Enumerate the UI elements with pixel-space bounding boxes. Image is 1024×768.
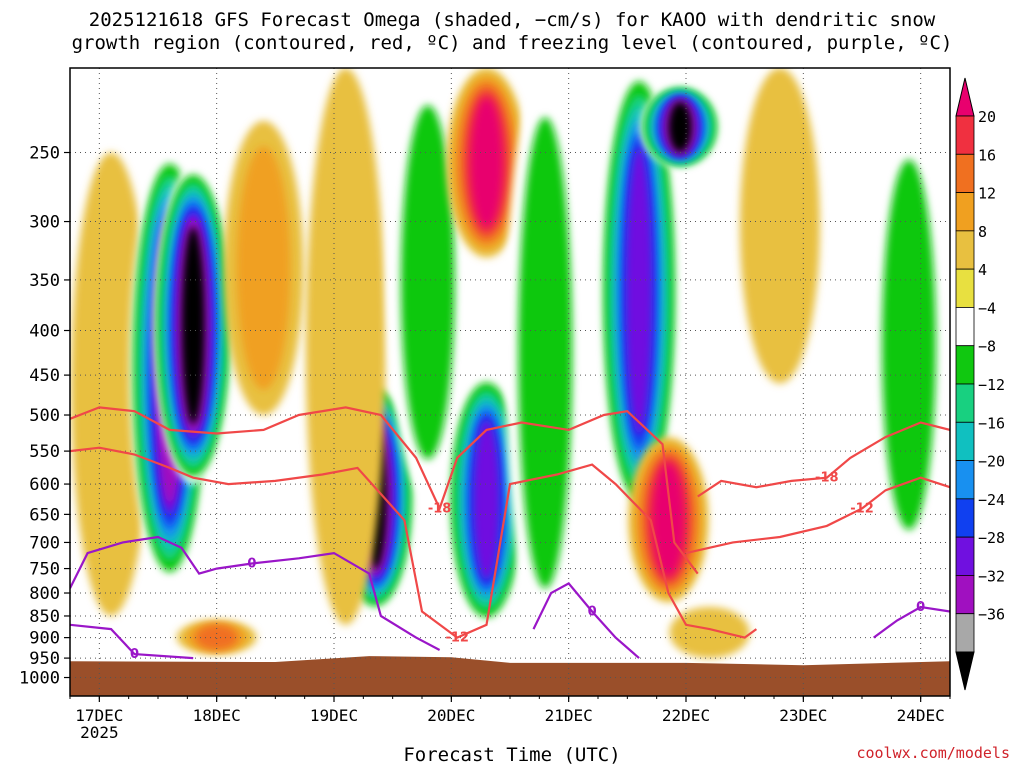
- y-tick-label: 850: [29, 607, 60, 627]
- colorbar-label: 16: [978, 146, 996, 164]
- colorbar-label: −24: [978, 491, 1005, 509]
- x-tick-label: 20DEC: [427, 706, 475, 725]
- y-tick-label: 900: [29, 629, 60, 649]
- y-tick-label: 600: [29, 475, 60, 495]
- omega-cell: [470, 98, 503, 228]
- y-tick-label: 950: [29, 649, 60, 669]
- colorbar-segment: [955, 307, 975, 347]
- omega-cell: [652, 463, 685, 576]
- contour-lines: -18 -12 -18 -12 0 0 0 0: [70, 406, 950, 662]
- dgz-contour: [685, 476, 950, 555]
- colorbar-segment: [955, 575, 975, 615]
- y-tick-label: 400: [29, 322, 60, 342]
- chart-title-line-2: growth region (contoured, red, ºC) and f…: [71, 32, 953, 54]
- colorbar-top-triangle: [955, 77, 975, 117]
- colorbar-segment: [955, 345, 975, 385]
- freezing-contour-label: 0: [916, 600, 925, 615]
- colorbar-label: 12: [978, 185, 996, 203]
- omega-cell: [739, 68, 820, 384]
- y-tick-label: 700: [29, 533, 60, 553]
- colorbar-label: 8: [978, 223, 987, 241]
- omega-cell: [882, 159, 936, 530]
- colorbar-segment: [955, 536, 975, 576]
- x-axis: 17DEC 18DEC 19DEC 20DEC 21DEC 22DEC 23DEC 24DEC…: [69, 696, 951, 742]
- x-tick-label: 24DEC: [897, 706, 945, 725]
- colorbar-label: −8: [978, 338, 996, 356]
- colorbar-segment: [955, 421, 975, 461]
- colorbar-bottom-triangle: [955, 651, 975, 691]
- omega-cell: [625, 147, 653, 436]
- colorbar-segment: [955, 460, 975, 500]
- dgz-contour: [697, 421, 950, 498]
- freezing-contour-label: 0: [130, 647, 139, 662]
- omega-cell: [181, 226, 205, 425]
- y-tick-label: 650: [29, 505, 60, 525]
- colorbar-segment: [955, 613, 975, 653]
- x-tick-label: 19DEC: [310, 706, 358, 725]
- colorbar-segment: [955, 115, 975, 155]
- freezing-contour-label: 0: [247, 556, 256, 571]
- y-tick-label: 500: [29, 406, 60, 426]
- colorbar-label: −28: [978, 529, 1005, 547]
- y-tick-label: 550: [29, 442, 60, 462]
- colorbar-segment: [955, 383, 975, 423]
- colorbar-label: −12: [978, 376, 1005, 394]
- freezing-contour: [70, 623, 194, 660]
- omega-cell: [668, 101, 692, 153]
- y-tick-label: 300: [29, 213, 60, 233]
- omega-cell: [473, 419, 500, 581]
- dgz-contour-label: -12: [850, 502, 874, 517]
- x-year-label: 2025: [80, 723, 119, 742]
- omega-cell: [518, 117, 573, 589]
- omega-cell: [400, 105, 455, 460]
- freezing-contour-label: 0: [588, 604, 597, 619]
- y-tick-label: 1000: [19, 669, 60, 689]
- colorbar-label: −32: [978, 567, 1005, 585]
- terrain-fill: [70, 656, 950, 696]
- colorbar-label: −16: [978, 414, 1005, 432]
- colorbar-label: −4: [978, 299, 996, 317]
- terrain-area: [70, 656, 950, 696]
- dgz-contour: [70, 446, 758, 639]
- y-tick-label: 750: [29, 560, 60, 580]
- freezing-contour: [873, 605, 950, 639]
- x-tick-label: 18DEC: [193, 706, 241, 725]
- colorbar-label: 20: [978, 108, 996, 126]
- colorbar-segment: [955, 192, 975, 232]
- freezing-contour: [532, 582, 640, 659]
- x-tick-label: 23DEC: [779, 706, 827, 725]
- colorbar-segment: [955, 230, 975, 270]
- colorbar-label: 4: [978, 261, 987, 279]
- colorbar-segment: [955, 153, 975, 193]
- colorbar: 20 16 12 8 4 −4 −8 −12 −16 −20 −24 −28 −32 −36: [955, 77, 1005, 691]
- omega-shading: [71, 68, 949, 659]
- dgz-contour: [70, 406, 699, 575]
- y-tick-label: 250: [29, 144, 60, 164]
- credit-text: coolwx.com/models: [856, 744, 1010, 762]
- colorbar-segment: [955, 268, 975, 308]
- omega-cell: [669, 606, 750, 659]
- x-tick-label: 21DEC: [545, 706, 593, 725]
- chart-title-line-1: 2025121618 GFS Forecast Omega (shaded, −…: [88, 9, 936, 31]
- x-tick-label: 17DEC: [75, 706, 123, 725]
- colorbar-segment: [955, 498, 975, 538]
- y-tick-label: 800: [29, 584, 60, 604]
- colorbar-label: −20: [978, 453, 1005, 471]
- x-axis-label: Forecast Time (UTC): [403, 744, 621, 766]
- omega-cell: [71, 152, 152, 616]
- dgz-contour-label: -18: [815, 471, 839, 486]
- y-tick-label: 350: [29, 271, 60, 291]
- omega-cell: [236, 146, 291, 390]
- dgz-contour-label: -12: [445, 631, 469, 646]
- y-axis: 2503003504004505005506006507007508008509…: [19, 144, 70, 689]
- omega-cell: [195, 624, 238, 650]
- omega-cell: [305, 68, 386, 625]
- colorbar-label: −36: [978, 606, 1005, 624]
- x-tick-label: 22DEC: [662, 706, 710, 725]
- y-tick-label: 450: [29, 366, 60, 386]
- dgz-contour-label: -18: [428, 502, 452, 517]
- freezing-contour: [70, 535, 441, 651]
